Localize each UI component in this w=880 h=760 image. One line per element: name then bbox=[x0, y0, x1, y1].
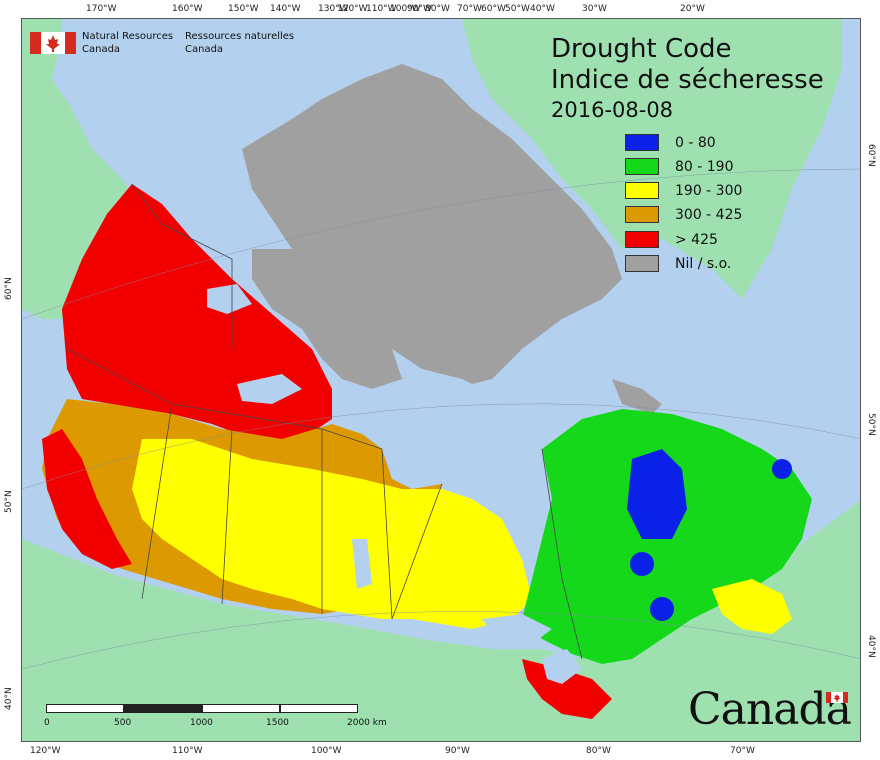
drought-yellow-maritimes bbox=[712, 579, 792, 634]
map-canvas bbox=[22, 19, 860, 741]
legend-item: Nil / s.o. bbox=[625, 255, 765, 273]
agency-en-line1: Natural Resources bbox=[82, 31, 174, 42]
canada-wordmark: Canada bbox=[688, 684, 852, 735]
lon-label: 100°W bbox=[311, 746, 342, 756]
ungava-nil bbox=[612, 379, 662, 414]
canada-flag-icon bbox=[30, 32, 76, 54]
drought-red-ontario bbox=[522, 659, 612, 719]
lake-winnipeg bbox=[352, 539, 372, 589]
lon-label: 70°W bbox=[457, 4, 482, 14]
lon-label: 140°W bbox=[270, 4, 301, 14]
lon-label: 60°W bbox=[481, 4, 506, 14]
lake-huron bbox=[542, 649, 582, 684]
legend-item: 0 - 80 bbox=[625, 134, 765, 152]
lon-label: 80°W bbox=[425, 4, 450, 14]
lat-label: 40°N bbox=[4, 687, 14, 710]
drought-blue-quebec bbox=[627, 449, 687, 539]
graticule bbox=[22, 168, 860, 670]
lon-label: 30°W bbox=[582, 4, 607, 14]
province-boundaries bbox=[66, 183, 583, 660]
lat-label: 50°N bbox=[866, 413, 876, 436]
agency-fr-line1: Ressources naturelles bbox=[185, 31, 295, 42]
scale-tick: 1000 bbox=[190, 718, 213, 728]
lon-label: 50°W bbox=[505, 4, 530, 14]
lon-label: 80°W bbox=[586, 746, 611, 756]
lat-label: 50°N bbox=[4, 490, 14, 513]
hudson-bay bbox=[392, 369, 542, 499]
legend-label: 300 - 425 bbox=[675, 207, 743, 223]
scale-tick: 1500 bbox=[266, 718, 289, 728]
drought-red-north bbox=[62, 184, 332, 439]
legend-swatch bbox=[625, 206, 659, 223]
drought-map bbox=[21, 18, 861, 742]
legend-label: > 425 bbox=[675, 232, 718, 248]
legend-label: 80 - 190 bbox=[675, 159, 734, 175]
lon-label: 110°W bbox=[366, 4, 397, 14]
lon-label: 150°W bbox=[228, 4, 259, 14]
map-title: Drought Code Indice de sécheresse 2016-0… bbox=[551, 34, 824, 124]
scale-tick: 0 bbox=[44, 718, 50, 728]
drought-yellow-central bbox=[132, 439, 532, 629]
agency-name-french: Ressources naturelles Canada bbox=[185, 30, 315, 56]
legend-item: 80 - 190 bbox=[625, 158, 765, 176]
great-slave-lake bbox=[237, 374, 302, 404]
lake-superior bbox=[482, 614, 552, 644]
scale-tick: 500 bbox=[114, 718, 132, 728]
legend-item: > 425 bbox=[625, 231, 765, 249]
lon-label: 100°W bbox=[390, 4, 421, 14]
agency-fr-line2: Canada bbox=[185, 44, 224, 55]
lon-label: 20°W bbox=[680, 4, 705, 14]
legend-item: 190 - 300 bbox=[625, 182, 765, 200]
arctic-islands-nil bbox=[242, 64, 622, 389]
legend-swatch bbox=[625, 231, 659, 248]
scale-tick: 2000 km bbox=[347, 718, 387, 728]
usa-land bbox=[22, 500, 860, 741]
map-date: 2016-08-08 bbox=[551, 98, 674, 122]
lon-label: 110°W bbox=[172, 746, 203, 756]
legend-label: 190 - 300 bbox=[675, 183, 743, 199]
lon-label: 70°W bbox=[730, 746, 755, 756]
title-french: Indice de sécheresse bbox=[551, 65, 824, 95]
agency-en-line2: Canada bbox=[82, 44, 121, 55]
legend-label: 0 - 80 bbox=[675, 135, 716, 151]
lon-label: 120°W bbox=[337, 4, 368, 14]
legend-label: Nil / s.o. bbox=[675, 256, 732, 272]
drought-blue-spot bbox=[630, 552, 654, 576]
scale-segment bbox=[46, 704, 124, 713]
drought-blue-spot bbox=[772, 459, 792, 479]
lat-label: 60°N bbox=[866, 144, 876, 167]
lon-label: 170°W bbox=[86, 4, 117, 14]
lon-label: 120°W bbox=[30, 746, 61, 756]
lon-label: 130°W bbox=[318, 4, 349, 14]
legend-swatch bbox=[625, 134, 659, 151]
great-bear-lake bbox=[207, 284, 252, 314]
legend-item: 300 - 425 bbox=[625, 206, 765, 224]
drought-red-bc bbox=[42, 429, 132, 569]
agency-name-english: Natural Resources Canada bbox=[82, 30, 192, 56]
drought-blue-spot bbox=[650, 597, 674, 621]
lon-label: 40°W bbox=[530, 4, 555, 14]
scale-segment bbox=[202, 704, 280, 713]
legend-swatch bbox=[625, 255, 659, 272]
lat-label: 60°N bbox=[4, 277, 14, 300]
lon-label: 90°W bbox=[445, 746, 470, 756]
scale-segment bbox=[280, 704, 358, 713]
legend-swatch bbox=[625, 158, 659, 175]
scale-segment bbox=[124, 704, 202, 713]
lat-label: 40°N bbox=[866, 635, 876, 658]
title-english: Drought Code bbox=[551, 34, 732, 64]
legend-swatch bbox=[625, 182, 659, 199]
canada-flag-icon bbox=[826, 692, 848, 703]
nunavut-nil bbox=[252, 249, 402, 389]
lon-label: 160°W bbox=[172, 4, 203, 14]
lon-label: 90°W bbox=[407, 4, 432, 14]
